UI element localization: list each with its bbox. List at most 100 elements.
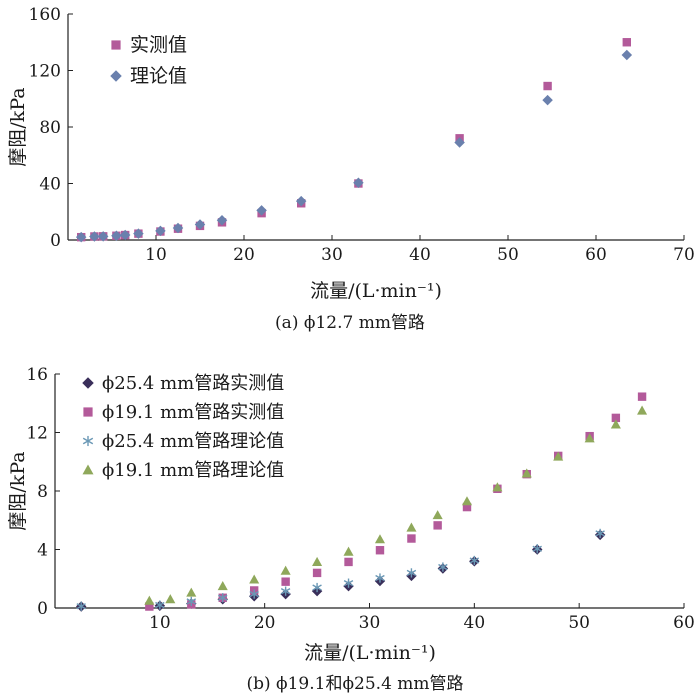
data-point xyxy=(249,589,259,599)
data-point xyxy=(76,601,86,611)
data-point xyxy=(194,219,206,230)
x-tick-label: 10 xyxy=(145,245,167,265)
data-point xyxy=(155,600,165,610)
data-point xyxy=(111,230,122,242)
data-point xyxy=(217,593,228,603)
data-point xyxy=(256,205,267,216)
x-tick-label: 30 xyxy=(359,613,381,633)
data-point xyxy=(343,578,354,588)
y-tick-label: 16 xyxy=(26,365,48,385)
data-point xyxy=(543,81,552,91)
chart-b-x-ticks: 10 20 30 40 50 60 xyxy=(149,603,695,633)
data-point xyxy=(312,582,322,593)
chart-a-y-label: 摩阻/kPa xyxy=(7,87,29,166)
chart-a-series-1 xyxy=(75,49,633,243)
data-point xyxy=(343,546,354,556)
legend-marker xyxy=(82,435,94,447)
y-tick-label: 0 xyxy=(50,231,61,251)
data-point xyxy=(133,228,144,239)
data-point xyxy=(119,229,131,241)
data-point xyxy=(217,581,228,591)
chart-b-y-ticks: 0 4 8 12 16 xyxy=(26,365,60,619)
data-point xyxy=(433,521,442,530)
y-tick-label: 0 xyxy=(37,599,48,619)
data-point xyxy=(155,225,166,237)
data-point xyxy=(407,534,416,543)
data-point xyxy=(461,496,473,506)
data-point xyxy=(344,557,353,567)
chart-b-series-0 xyxy=(75,529,606,612)
x-tick-label: 40 xyxy=(464,613,486,633)
data-point xyxy=(375,573,385,583)
legend-marker xyxy=(82,377,94,389)
data-point xyxy=(375,546,385,555)
chart-a-points xyxy=(75,38,633,243)
legend-label: ϕ19.1 mm管路理论值 xyxy=(102,460,284,481)
data-point xyxy=(249,574,260,584)
legend-label: 实测值 xyxy=(130,34,187,56)
data-point xyxy=(611,413,621,423)
data-point xyxy=(97,231,109,242)
chart-a-x-ticks: 10 20 30 40 50 60 70 xyxy=(145,235,695,265)
data-point xyxy=(532,544,542,554)
chart-a-caption: (a) ϕ12.7 mm管路 xyxy=(275,313,425,333)
data-point xyxy=(312,568,322,578)
data-point xyxy=(406,522,417,532)
y-tick-label: 12 xyxy=(26,424,48,444)
chart-b-y-label: 摩阻/kPa xyxy=(7,451,29,530)
data-point xyxy=(595,528,605,539)
data-point xyxy=(280,586,291,596)
data-point xyxy=(621,49,633,61)
data-point xyxy=(186,596,197,607)
data-point xyxy=(172,222,184,234)
x-tick-label: 70 xyxy=(673,245,695,265)
legend-label: 理论值 xyxy=(130,65,187,87)
legend-marker xyxy=(110,70,122,82)
data-point xyxy=(144,595,155,605)
legend-marker xyxy=(83,407,93,417)
data-point xyxy=(637,392,647,401)
data-point xyxy=(165,594,176,604)
data-point xyxy=(295,195,307,207)
data-point xyxy=(454,137,465,148)
data-point xyxy=(469,555,480,566)
legend-label: ϕ25.4 mm管路理论值 xyxy=(102,431,284,452)
data-point xyxy=(280,565,291,575)
chart-a-y-ticks: 0 40 80 120 160 xyxy=(29,5,73,251)
data-point xyxy=(374,534,386,544)
legend-marker xyxy=(111,40,121,50)
legend-label: ϕ19.1 mm管路实测值 xyxy=(102,402,284,423)
data-point xyxy=(281,577,290,586)
data-point xyxy=(553,451,564,461)
x-tick-label: 40 xyxy=(409,245,431,265)
legend-label: ϕ25.4 mm管路实测值 xyxy=(102,373,284,394)
data-point xyxy=(584,433,595,443)
legend-marker xyxy=(82,464,94,475)
data-point xyxy=(353,177,364,189)
data-point xyxy=(438,562,448,572)
x-tick-label: 50 xyxy=(497,245,519,265)
x-tick-label: 10 xyxy=(149,613,171,633)
y-tick-label: 120 xyxy=(29,62,61,82)
x-tick-label: 50 xyxy=(568,613,590,633)
x-tick-label: 60 xyxy=(585,245,607,265)
data-point xyxy=(462,502,472,512)
chart-b: 10 20 30 40 50 60 0 4 8 12 16 ϕ25.4 mm管路实测值 ϕ19.1 … xyxy=(7,365,695,694)
data-point xyxy=(637,405,648,415)
y-tick-label: 8 xyxy=(37,482,48,502)
data-point xyxy=(145,602,154,611)
data-point xyxy=(89,231,100,242)
chart-b-legend: ϕ25.4 mm管路实测值 ϕ19.1 mm管路实测值 ϕ25.4 mm管路理论值 ϕ… xyxy=(82,373,284,481)
chart-b-series-1 xyxy=(145,392,647,611)
chart-b-series-2 xyxy=(76,528,605,611)
y-tick-label: 40 xyxy=(39,175,61,195)
x-tick-label: 20 xyxy=(233,245,255,265)
data-point xyxy=(432,510,443,520)
y-tick-label: 80 xyxy=(39,118,61,138)
x-tick-label: 30 xyxy=(321,245,343,265)
chart-b-caption: (b) ϕ19.1和ϕ25.4 mm管路 xyxy=(246,674,463,694)
x-tick-label: 60 xyxy=(673,613,695,633)
